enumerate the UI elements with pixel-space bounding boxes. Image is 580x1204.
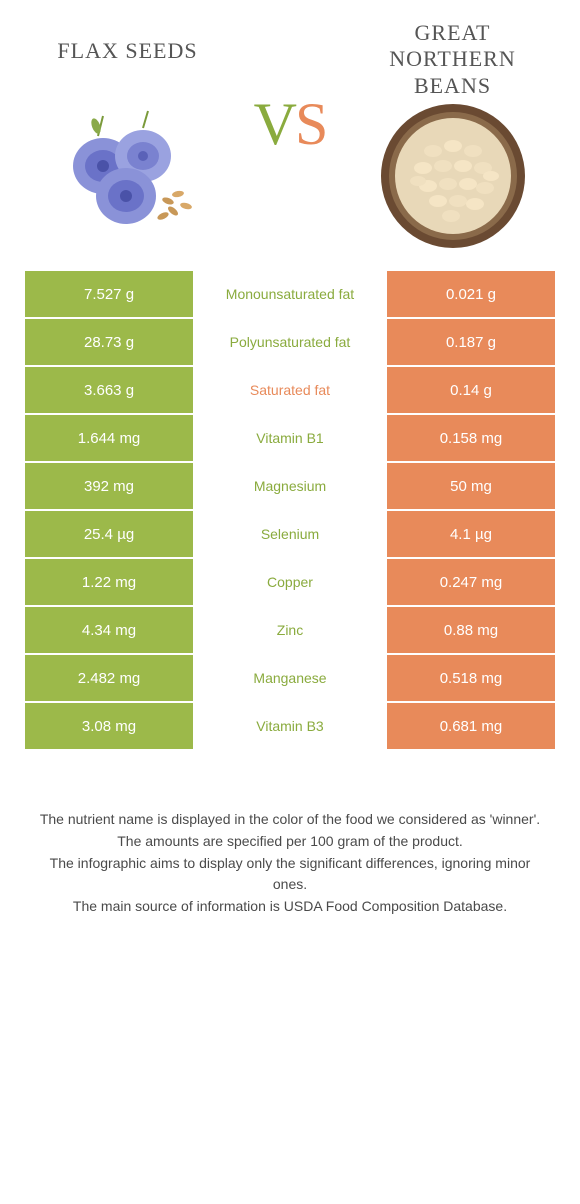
right-value-cell: 0.247 mg — [387, 559, 555, 605]
infographic-container: flax seeds — [0, 0, 580, 928]
nutrient-label-cell: Vitamin B1 — [195, 415, 385, 461]
nutrient-row: 7.527 gMonounsaturated fat0.021 g — [25, 271, 555, 317]
left-value-cell: 1.22 mg — [25, 559, 193, 605]
nutrient-row: 2.482 mgManganese0.518 mg — [25, 655, 555, 701]
right-title-line2: northern — [389, 46, 515, 71]
left-food-title-text: flax seeds — [57, 38, 197, 63]
right-value-cell: 0.021 g — [387, 271, 555, 317]
nutrient-table: 7.527 gMonounsaturated fat0.021 g28.73 g… — [25, 271, 555, 749]
vs-v-letter: V — [254, 91, 295, 157]
left-food-title: flax seeds — [57, 20, 197, 78]
beans-image — [373, 96, 533, 256]
left-value-cell: 28.73 g — [25, 319, 193, 365]
left-food-column: flax seeds — [25, 20, 230, 256]
right-food-column: Great northern beans — [350, 20, 555, 256]
vs-s-letter: S — [295, 91, 326, 157]
right-value-cell: 0.518 mg — [387, 655, 555, 701]
nutrient-label-cell: Monounsaturated fat — [195, 271, 385, 317]
nutrient-row: 1.644 mgVitamin B10.158 mg — [25, 415, 555, 461]
nutrient-label-cell: Copper — [195, 559, 385, 605]
footer-line-1: The nutrient name is displayed in the co… — [35, 809, 545, 830]
right-value-cell: 0.88 mg — [387, 607, 555, 653]
nutrient-label-cell: Vitamin B3 — [195, 703, 385, 749]
left-value-cell: 25.4 µg — [25, 511, 193, 557]
right-value-cell: 0.158 mg — [387, 415, 555, 461]
nutrient-row: 1.22 mgCopper0.247 mg — [25, 559, 555, 605]
nutrient-row: 392 mgMagnesium50 mg — [25, 463, 555, 509]
vs-label: VS — [254, 90, 327, 159]
right-title-line1: Great — [415, 20, 491, 45]
header-row: flax seeds — [25, 20, 555, 256]
nutrient-label-cell: Selenium — [195, 511, 385, 557]
nutrient-label-cell: Saturated fat — [195, 367, 385, 413]
right-food-title: Great northern beans — [389, 20, 515, 78]
right-value-cell: 0.14 g — [387, 367, 555, 413]
flax-seeds-image — [48, 96, 208, 256]
footer-line-4: The main source of information is USDA F… — [35, 896, 545, 917]
left-value-cell: 7.527 g — [25, 271, 193, 317]
vs-column: VS — [230, 90, 350, 159]
footer-notes: The nutrient name is displayed in the co… — [25, 809, 555, 917]
right-value-cell: 0.681 mg — [387, 703, 555, 749]
left-value-cell: 3.08 mg — [25, 703, 193, 749]
left-value-cell: 3.663 g — [25, 367, 193, 413]
nutrient-row: 28.73 gPolyunsaturated fat0.187 g — [25, 319, 555, 365]
footer-line-2: The amounts are specified per 100 gram o… — [35, 831, 545, 852]
nutrient-row: 3.08 mgVitamin B30.681 mg — [25, 703, 555, 749]
nutrient-label-cell: Magnesium — [195, 463, 385, 509]
left-value-cell: 4.34 mg — [25, 607, 193, 653]
nutrient-row: 25.4 µgSelenium4.1 µg — [25, 511, 555, 557]
right-value-cell: 50 mg — [387, 463, 555, 509]
nutrient-row: 4.34 mgZinc0.88 mg — [25, 607, 555, 653]
left-value-cell: 2.482 mg — [25, 655, 193, 701]
nutrient-label-cell: Manganese — [195, 655, 385, 701]
right-value-cell: 0.187 g — [387, 319, 555, 365]
nutrient-row: 3.663 gSaturated fat0.14 g — [25, 367, 555, 413]
left-value-cell: 392 mg — [25, 463, 193, 509]
left-value-cell: 1.644 mg — [25, 415, 193, 461]
nutrient-label-cell: Polyunsaturated fat — [195, 319, 385, 365]
nutrient-label-cell: Zinc — [195, 607, 385, 653]
footer-line-3: The infographic aims to display only the… — [35, 853, 545, 895]
right-value-cell: 4.1 µg — [387, 511, 555, 557]
right-title-line3: beans — [414, 73, 491, 98]
